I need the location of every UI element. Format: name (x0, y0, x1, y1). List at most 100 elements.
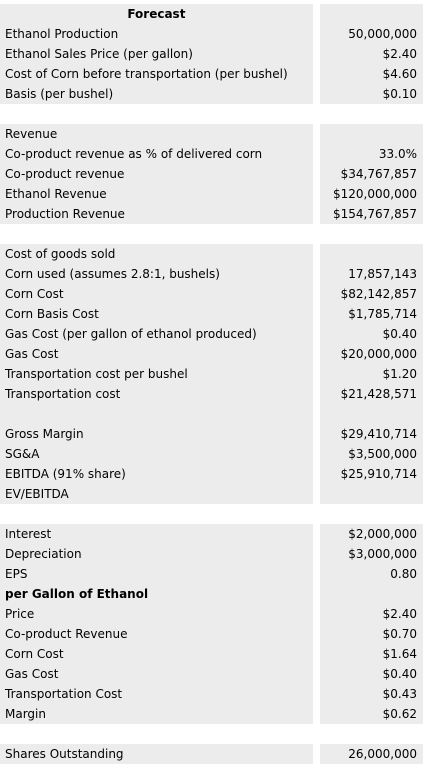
row-value-cell[interactable]: $154,767,857 (320, 204, 423, 224)
row-label-cell[interactable]: Gross Margin (0, 424, 313, 444)
row-value-cell[interactable]: $0.43 (320, 684, 423, 704)
table-row: Interest $2,000,000 (0, 524, 423, 544)
row-label-cell[interactable]: Corn Cost (0, 644, 313, 664)
row-value-cell[interactable]: $0.40 (320, 664, 423, 684)
row-label-cell[interactable]: Co-product revenue (0, 164, 313, 184)
row-label-cell[interactable]: Ethanol Revenue (0, 184, 313, 204)
row-value-cell[interactable]: $1.20 (320, 364, 423, 384)
row-value-cell[interactable]: $120,000,000 (320, 184, 423, 204)
row-value-cell[interactable]: $0.10 (320, 84, 423, 104)
row-value-cell[interactable]: $25,910,714 (320, 464, 423, 484)
row-label-cell[interactable]: Revenue (0, 124, 313, 144)
row-value-cell[interactable] (320, 104, 423, 124)
row-value-cell[interactable] (320, 584, 423, 604)
row-label-cell[interactable]: EV/EBITDA (0, 484, 313, 504)
row-value-cell[interactable] (320, 124, 423, 144)
row-label-cell[interactable]: Price (0, 604, 313, 624)
row-label-cell[interactable] (0, 224, 313, 244)
table-row: Production Revenue $154,767,857 (0, 204, 423, 224)
row-label-cell[interactable]: Production Revenue (0, 204, 313, 224)
row-value-cell[interactable]: $82,142,857 (320, 284, 423, 304)
row-label-cell[interactable]: EBITDA (91% share) (0, 464, 313, 484)
row-label-cell[interactable]: Ethanol Production (0, 24, 313, 44)
row-value-cell[interactable]: $3,500,000 (320, 444, 423, 464)
row-label-cell[interactable]: Co-product revenue as % of delivered cor… (0, 144, 313, 164)
row-label-cell[interactable]: Cost of Corn before transportation (per … (0, 64, 313, 84)
row-value-cell[interactable]: $3,000,000 (320, 544, 423, 564)
row-label-cell[interactable]: Ethanol Sales Price (per gallon) (0, 44, 313, 64)
row-value-cell[interactable]: $4.60 (320, 64, 423, 84)
row-value-cell[interactable] (320, 724, 423, 744)
row-value-cell[interactable]: $1,785,714 (320, 304, 423, 324)
table-row: Ethanol Revenue $120,000,000 (0, 184, 423, 204)
column-gap (312, 164, 321, 184)
row-label-cell[interactable]: EPS (0, 564, 313, 584)
row-label-cell[interactable]: Gas Cost (0, 664, 313, 684)
row-label-cell[interactable]: Gas Cost (0, 344, 313, 364)
table-row: Cost of goods sold (0, 244, 423, 264)
blank-row (0, 724, 423, 744)
row-label-cell[interactable]: Depreciation (0, 544, 313, 564)
column-gap (312, 124, 321, 144)
row-label-cell[interactable]: Corn used (assumes 2.8:1, bushels) (0, 264, 313, 284)
row-value-cell[interactable]: $0.40 (320, 324, 423, 344)
row-value-cell[interactable]: $29,410,714 (320, 424, 423, 444)
row-value-cell[interactable] (320, 4, 423, 24)
table-row: Co-product revenue as % of delivered cor… (0, 144, 423, 164)
column-gap (312, 84, 321, 104)
column-gap (312, 464, 321, 484)
column-gap (312, 444, 321, 464)
table-row: Gross Margin $29,410,714 (0, 424, 423, 444)
row-value-cell[interactable]: $2,000,000 (320, 524, 423, 544)
row-value-cell[interactable]: $2.40 (320, 604, 423, 624)
table-row: Gas Cost (per gallon of ethanol produced… (0, 324, 423, 344)
row-label-cell[interactable] (0, 724, 313, 744)
row-value-cell[interactable]: 26,000,000 (320, 744, 423, 764)
row-label-cell[interactable]: Gas Cost (per gallon of ethanol produced… (0, 324, 313, 344)
row-label-cell[interactable]: Co-product Revenue (0, 624, 313, 644)
row-label-cell[interactable]: Corn Cost (0, 284, 313, 304)
row-label-cell[interactable]: Interest (0, 524, 313, 544)
row-value-cell[interactable]: 0.80 (320, 564, 423, 584)
row-value-cell[interactable]: $0.62 (320, 704, 423, 724)
table-row: Price $2.40 (0, 604, 423, 624)
row-label-cell[interactable] (0, 504, 313, 524)
column-gap (312, 4, 321, 24)
row-value-cell[interactable] (320, 404, 423, 424)
row-value-cell[interactable] (320, 244, 423, 264)
row-value-cell[interactable] (320, 224, 423, 244)
row-label-cell[interactable]: SG&A (0, 444, 313, 464)
row-value-cell[interactable] (320, 484, 423, 504)
row-value-cell[interactable]: $34,767,857 (320, 164, 423, 184)
row-value-cell[interactable]: $21,428,571 (320, 384, 423, 404)
row-value-cell[interactable]: $0.70 (320, 624, 423, 644)
column-gap (312, 404, 321, 424)
row-value-cell[interactable]: 17,857,143 (320, 264, 423, 284)
column-gap (312, 184, 321, 204)
forecast-sheet: Forecast Ethanol Production 50,000,000 Etha… (0, 4, 423, 764)
row-label-cell[interactable] (0, 404, 313, 424)
row-value-cell[interactable]: $2.40 (320, 44, 423, 64)
row-value-cell[interactable]: $1.64 (320, 644, 423, 664)
row-label-cell[interactable]: Transportation cost (0, 384, 313, 404)
row-value-cell[interactable]: 50,000,000 (320, 24, 423, 44)
row-value-cell[interactable]: 33.0% (320, 144, 423, 164)
column-gap (312, 504, 321, 524)
column-gap (312, 584, 321, 604)
row-value-cell[interactable] (320, 504, 423, 524)
column-gap (312, 144, 321, 164)
column-gap (312, 704, 321, 724)
row-label-cell[interactable]: Corn Basis Cost (0, 304, 313, 324)
column-gap (312, 644, 321, 664)
row-label-cell[interactable] (0, 104, 313, 124)
column-gap (312, 624, 321, 644)
row-label-cell[interactable]: Margin (0, 704, 313, 724)
row-label-cell[interactable]: per Gallon of Ethanol (0, 584, 313, 604)
row-value-cell[interactable]: $20,000,000 (320, 344, 423, 364)
row-label-cell[interactable]: Transportation Cost (0, 684, 313, 704)
row-label-cell[interactable]: Transportation cost per bushel (0, 364, 313, 384)
row-label-cell[interactable]: Shares Outstanding (0, 744, 313, 764)
row-label-cell[interactable]: Cost of goods sold (0, 244, 313, 264)
row-label-cell[interactable]: Forecast (0, 4, 313, 24)
row-label-cell[interactable]: Basis (per bushel) (0, 84, 313, 104)
